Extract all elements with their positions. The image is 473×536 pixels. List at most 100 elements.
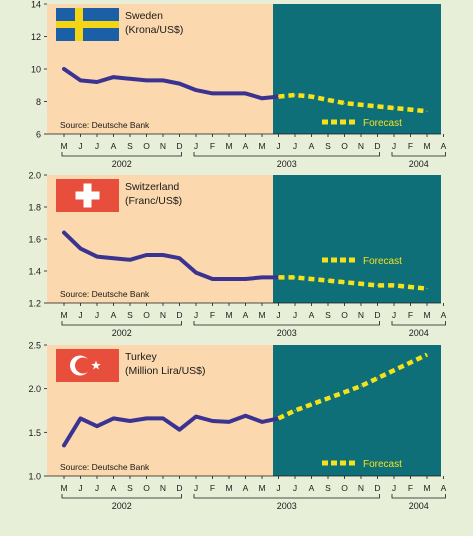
x-tick-label: J [194, 483, 198, 493]
forecast-point [294, 410, 296, 411]
x-tick-label: M [423, 483, 430, 493]
x-tick-label: F [408, 141, 413, 151]
forecast-point [393, 284, 395, 286]
x-tick-label: M [258, 483, 265, 493]
year-bracket [391, 494, 446, 499]
x-tick-label: J [95, 310, 99, 320]
x-tick-label: M [423, 310, 430, 320]
forecast-point [410, 109, 411, 111]
forecast-area [273, 175, 441, 303]
year-label: 2003 [277, 501, 297, 511]
source-label: Source: Deutsche Bank [60, 462, 150, 472]
forecast-line [278, 92, 428, 114]
year-bracket [391, 152, 446, 157]
x-tick-label: D [374, 141, 380, 151]
x-tick-label: O [143, 141, 150, 151]
history-point [212, 92, 213, 94]
x-tick-label: D [374, 483, 380, 493]
history-point [261, 421, 263, 423]
x-tick-label: O [341, 483, 348, 493]
x-tick-label: N [160, 483, 166, 493]
x-tick-label: M [60, 141, 67, 151]
history-point [63, 68, 65, 70]
history-point [80, 79, 81, 81]
chart-title: Turkey [125, 351, 157, 363]
y-tick-label: 2.0 [28, 384, 41, 394]
forecast-point [410, 361, 411, 363]
chart-panel-turkey: 2.52.01.51.0M J J A S O N D J F M A M J J A S O N D J F M A2002… [28, 341, 446, 512]
forecast-point [426, 288, 428, 290]
x-tick-label: O [341, 310, 348, 320]
history-point [96, 256, 98, 258]
x-tick-label: J [276, 141, 280, 151]
x-tick-label: J [276, 483, 280, 493]
x-tick-label: N [160, 141, 166, 151]
x-tick-label: M [225, 483, 232, 493]
y-tick-label: 12 [31, 32, 41, 42]
history-point [261, 276, 263, 278]
x-tick-label: A [243, 483, 249, 493]
chart-title: Sweden [125, 10, 163, 22]
x-tick-label: J [194, 141, 198, 151]
x-tick-label: J [78, 310, 82, 320]
x-tick-label: D [176, 141, 182, 151]
history-line [62, 230, 281, 281]
forecast-point [311, 403, 312, 405]
sweden-flag-icon [56, 8, 119, 41]
history-point [113, 76, 114, 78]
x-tick-label: A [111, 483, 117, 493]
y-tick-label: 1.6 [28, 235, 41, 245]
history-point [162, 79, 164, 81]
forecast-point [311, 96, 312, 98]
forecast-line [277, 352, 428, 421]
year-label: 2002 [112, 501, 132, 511]
history-point [162, 417, 164, 419]
x-tick-label: A [309, 483, 315, 493]
x-tick-label: M [258, 310, 265, 320]
chart-title: Switzerland [125, 181, 179, 193]
x-tick-label: A [441, 483, 447, 493]
history-point [212, 420, 213, 422]
y-tick-label: 6 [36, 130, 41, 140]
flag-cross-v [83, 183, 92, 208]
forecast-point [278, 96, 279, 98]
flag-cross-h [56, 21, 119, 28]
history-point [195, 89, 197, 91]
history-line [62, 413, 281, 448]
history-point [245, 278, 246, 280]
x-tick-label: A [309, 141, 315, 151]
history-point [63, 232, 65, 234]
chart-subtitle: (Krona/US$) [125, 24, 183, 36]
history-point [179, 429, 180, 431]
y-tick-label: 14 [31, 0, 41, 10]
forecast-line [278, 275, 428, 291]
y-tick-label: 2.5 [28, 341, 41, 351]
y-tick-label: 1.8 [28, 203, 41, 213]
year-bracket [193, 321, 380, 326]
history-point [113, 417, 114, 419]
x-tick-label: O [143, 483, 150, 493]
history-point [96, 425, 98, 427]
forecast-point [278, 417, 279, 419]
forecast-area [273, 4, 441, 134]
x-tick-label: A [309, 310, 315, 320]
year-label: 2003 [277, 328, 297, 338]
x-tick-label: D [176, 310, 182, 320]
history-point [245, 92, 246, 94]
forecast-point [327, 280, 329, 282]
x-tick-label: F [408, 483, 413, 493]
history-point [129, 78, 131, 80]
x-tick-label: O [341, 141, 348, 151]
forecast-point [393, 107, 395, 109]
history-point [195, 416, 197, 418]
x-tick-label: F [210, 141, 215, 151]
forecast-legend-label: Forecast [363, 118, 402, 129]
history-point [228, 421, 230, 423]
history-point [179, 257, 180, 259]
history-point [96, 81, 98, 83]
x-tick-label: A [441, 141, 447, 151]
x-tick-label: D [176, 483, 182, 493]
x-tick-label: F [408, 310, 413, 320]
